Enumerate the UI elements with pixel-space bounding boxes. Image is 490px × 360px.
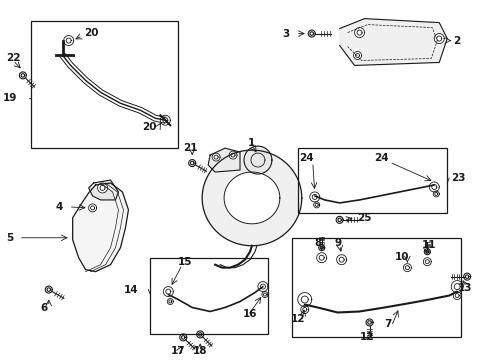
Polygon shape bbox=[258, 282, 268, 292]
Polygon shape bbox=[202, 150, 302, 246]
Polygon shape bbox=[453, 292, 461, 300]
Polygon shape bbox=[314, 202, 319, 208]
Polygon shape bbox=[308, 30, 315, 37]
Polygon shape bbox=[337, 255, 346, 265]
Text: 15: 15 bbox=[178, 257, 193, 267]
Polygon shape bbox=[336, 216, 343, 223]
Text: 21: 21 bbox=[183, 143, 197, 153]
Polygon shape bbox=[429, 182, 439, 192]
Text: 10: 10 bbox=[395, 252, 410, 262]
Polygon shape bbox=[20, 72, 26, 79]
Text: 20: 20 bbox=[84, 28, 98, 37]
Text: 23: 23 bbox=[451, 173, 466, 183]
Text: 24: 24 bbox=[374, 153, 389, 163]
Text: 6: 6 bbox=[40, 302, 48, 312]
Text: 12: 12 bbox=[360, 332, 375, 342]
Text: 17: 17 bbox=[171, 346, 186, 356]
Text: 4: 4 bbox=[55, 202, 63, 212]
Polygon shape bbox=[464, 273, 470, 280]
Text: 18: 18 bbox=[193, 346, 207, 356]
Polygon shape bbox=[318, 245, 325, 251]
Polygon shape bbox=[244, 146, 272, 174]
Text: 3: 3 bbox=[283, 28, 290, 39]
Polygon shape bbox=[89, 180, 119, 200]
Polygon shape bbox=[160, 115, 171, 125]
Text: 11: 11 bbox=[421, 240, 436, 250]
Text: 14: 14 bbox=[124, 284, 138, 294]
Text: 7: 7 bbox=[384, 319, 391, 329]
Polygon shape bbox=[301, 306, 309, 314]
Text: 13: 13 bbox=[458, 283, 472, 293]
Polygon shape bbox=[451, 280, 463, 293]
Polygon shape bbox=[366, 319, 373, 326]
Polygon shape bbox=[64, 36, 74, 45]
Text: 5: 5 bbox=[6, 233, 13, 243]
Bar bbox=[298, 148, 447, 213]
Text: 8: 8 bbox=[314, 238, 321, 248]
Text: 9: 9 bbox=[334, 238, 341, 248]
Polygon shape bbox=[354, 51, 362, 59]
Text: 1: 1 bbox=[248, 138, 255, 148]
Polygon shape bbox=[317, 253, 327, 263]
Bar bbox=[292, 238, 461, 337]
Polygon shape bbox=[298, 293, 312, 306]
Polygon shape bbox=[423, 258, 431, 266]
Polygon shape bbox=[424, 249, 430, 255]
Text: 16: 16 bbox=[243, 310, 258, 319]
Polygon shape bbox=[89, 204, 97, 212]
Polygon shape bbox=[310, 192, 319, 202]
Bar bbox=[31, 21, 178, 148]
Polygon shape bbox=[224, 172, 280, 224]
Polygon shape bbox=[45, 286, 52, 293]
Polygon shape bbox=[73, 183, 128, 272]
Polygon shape bbox=[229, 151, 237, 159]
Text: 19: 19 bbox=[3, 93, 17, 103]
Polygon shape bbox=[167, 298, 173, 305]
Polygon shape bbox=[355, 28, 365, 37]
Polygon shape bbox=[180, 334, 187, 341]
Polygon shape bbox=[189, 159, 196, 167]
Polygon shape bbox=[212, 153, 220, 161]
Polygon shape bbox=[262, 292, 268, 298]
Bar bbox=[150, 258, 268, 334]
Polygon shape bbox=[208, 148, 240, 172]
Polygon shape bbox=[434, 33, 444, 44]
Polygon shape bbox=[163, 287, 173, 297]
Text: 24: 24 bbox=[299, 153, 314, 163]
Polygon shape bbox=[98, 183, 107, 193]
Polygon shape bbox=[196, 331, 204, 338]
Text: 12: 12 bbox=[291, 314, 305, 324]
Text: 25: 25 bbox=[358, 213, 372, 223]
Text: 20: 20 bbox=[143, 122, 157, 132]
Text: 2: 2 bbox=[453, 36, 461, 46]
Text: 22: 22 bbox=[6, 54, 21, 63]
Polygon shape bbox=[340, 19, 447, 66]
Polygon shape bbox=[433, 191, 439, 197]
Polygon shape bbox=[403, 264, 412, 272]
